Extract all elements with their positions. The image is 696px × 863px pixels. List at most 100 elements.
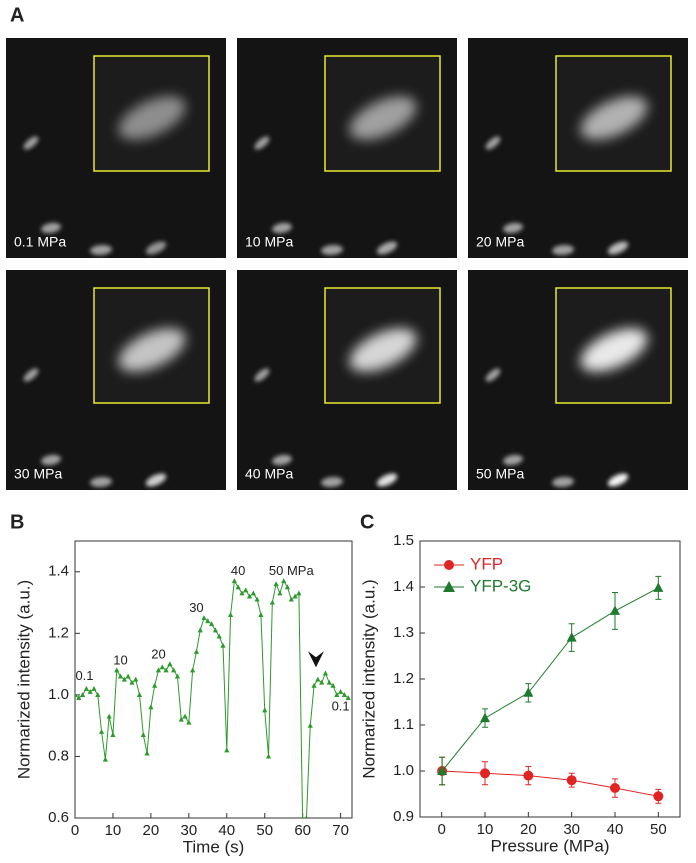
inset-cell xyxy=(118,328,186,372)
annotation: 0.1 xyxy=(332,699,350,714)
cell xyxy=(666,493,686,503)
y-axis-label: Normarized intensity (a.u.) xyxy=(14,580,33,779)
marker xyxy=(98,728,105,734)
marker xyxy=(197,627,203,633)
marker xyxy=(566,775,577,786)
marker xyxy=(216,633,222,639)
marker xyxy=(95,692,101,697)
cell xyxy=(376,473,398,487)
marker xyxy=(171,667,177,673)
inset-cell xyxy=(349,96,417,140)
cell xyxy=(204,493,224,503)
arrowhead xyxy=(307,651,324,668)
cell xyxy=(254,368,270,382)
inset-frame xyxy=(324,55,441,172)
marker xyxy=(345,695,351,701)
marker xyxy=(155,667,162,673)
image-label: 10 MPa xyxy=(245,234,293,250)
marker xyxy=(190,667,196,673)
micrograph: 20 MPa xyxy=(468,38,688,271)
cell xyxy=(23,368,39,382)
annotation: 20 xyxy=(151,646,165,661)
inset-frame xyxy=(324,287,441,404)
plot-frame xyxy=(419,540,681,818)
marker xyxy=(209,621,215,627)
marker xyxy=(262,707,268,713)
y-tick-label: 1.2 xyxy=(393,670,414,687)
marker xyxy=(288,596,294,602)
inset-cell xyxy=(580,328,648,372)
cell xyxy=(503,454,523,466)
series-line xyxy=(442,770,659,797)
cell xyxy=(145,473,167,487)
y-tick-label: 1.2 xyxy=(48,624,69,641)
inset-frame xyxy=(555,287,672,404)
marker xyxy=(79,692,86,697)
x-tick-label: 0 xyxy=(71,822,79,839)
cell xyxy=(204,261,224,271)
micrograph: 30 MPa xyxy=(6,270,226,503)
cell xyxy=(254,136,270,150)
marker xyxy=(269,599,275,605)
marker xyxy=(292,593,298,599)
cell xyxy=(485,368,501,382)
x-tick-label: 20 xyxy=(143,822,160,839)
inset-frame xyxy=(93,55,210,172)
annotation: 0.1 xyxy=(75,668,93,683)
legend-label: YFP xyxy=(470,554,503,573)
marker xyxy=(75,692,78,697)
image-label: 0.1 MPa xyxy=(14,234,66,250)
marker xyxy=(239,590,245,596)
y-tick-label: 1.0 xyxy=(48,686,69,703)
marker xyxy=(129,679,135,685)
marker xyxy=(307,722,313,728)
y-tick-label: 1.0 xyxy=(393,762,414,779)
cell xyxy=(41,222,61,234)
marker xyxy=(304,815,308,818)
marker xyxy=(322,670,329,676)
marker xyxy=(338,688,344,694)
marker xyxy=(144,750,150,756)
plot-area xyxy=(437,575,664,804)
y-tick-label: 1.4 xyxy=(393,578,414,595)
annotation: 50 MPa xyxy=(269,563,315,578)
y-axis-label: Normarized intensity (a.u.) xyxy=(359,579,378,778)
marker xyxy=(102,756,108,762)
image-label: 20 MPa xyxy=(476,234,524,250)
legend-label: YFP-3G xyxy=(470,576,531,595)
series-line xyxy=(75,579,349,818)
marker xyxy=(311,682,317,688)
marker xyxy=(258,612,264,617)
cell xyxy=(435,261,455,271)
marker xyxy=(140,732,146,737)
x-tick-label: 10 xyxy=(477,821,494,838)
marker xyxy=(243,587,249,593)
marker xyxy=(246,593,253,599)
marker xyxy=(201,615,207,621)
marker xyxy=(83,685,89,691)
cell xyxy=(272,222,292,234)
micrograph: 0.1 MPa xyxy=(6,38,226,271)
cell xyxy=(145,241,167,255)
image-label: 40 MPa xyxy=(245,466,293,482)
image-label: 30 MPa xyxy=(14,466,62,482)
x-tick-label: 30 xyxy=(180,822,197,839)
marker xyxy=(610,783,620,794)
marker xyxy=(523,770,534,781)
y-tick-label: 1.1 xyxy=(393,716,414,733)
marker xyxy=(182,713,188,719)
plot-area xyxy=(75,578,351,818)
marker xyxy=(205,618,211,624)
x-tick-label: 50 xyxy=(650,821,667,838)
marker xyxy=(281,578,287,584)
y-tick-label: 1.4 xyxy=(48,563,69,580)
panel-label: A xyxy=(10,4,24,26)
marker xyxy=(136,692,143,697)
marker xyxy=(480,768,490,779)
marker xyxy=(174,673,181,679)
marker xyxy=(277,590,283,596)
marker xyxy=(326,679,332,685)
cell xyxy=(41,454,61,466)
marker xyxy=(284,584,291,590)
marker xyxy=(125,673,131,679)
